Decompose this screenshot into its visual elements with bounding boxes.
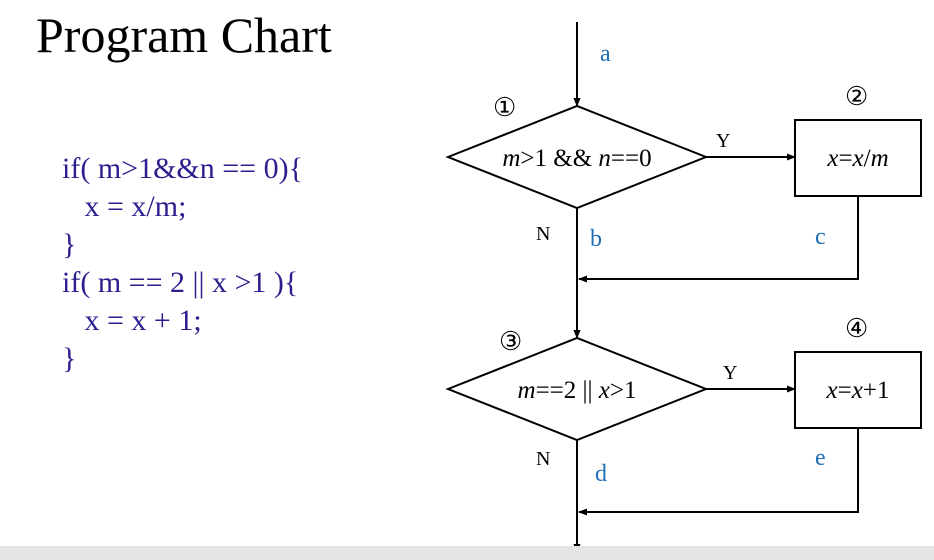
bottom-strip [0,546,934,560]
decision-1-condition: m>1 && n==0 [502,145,651,172]
return-path-e [578,428,859,516]
code-line-1: if( m>1&&n == 0){ [62,152,303,185]
code-line-5: x = x + 1; [62,304,202,337]
page-title: Program Chart [36,7,332,63]
no-label-1: N [536,223,550,245]
process-2-number: ② [845,82,868,111]
path-label-e: e [815,445,826,471]
path-label-a: a [600,41,611,67]
code-line-3: } [62,228,77,261]
decision-1-number: ① [493,93,516,122]
process-2-box [794,119,922,197]
code-line-6: } [62,342,77,375]
process-2-statement: x=x/m [826,145,888,172]
no-label-3: N [536,448,550,470]
yes-label-3: Y [723,362,737,384]
path-label-b: b [590,226,602,252]
path-label-c: c [815,224,826,250]
decision-3-number: ③ [499,327,522,356]
decision-3-condition: m==2 || x>1 [518,377,637,404]
process-4-statement: x=x+1 [826,377,890,404]
code-line-4: if( m == 2 || x >1 ){ [62,266,299,299]
return-path-c [578,196,859,283]
process-4-box [794,351,922,429]
path-label-d: d [595,461,607,487]
process-4-number: ④ [845,314,868,343]
code-block: if( m>1&&n == 0){ x = x/m; } if( m == 2 … [62,150,303,378]
code-line-2: x = x/m; [62,190,187,223]
yes-label-1: Y [716,130,730,152]
